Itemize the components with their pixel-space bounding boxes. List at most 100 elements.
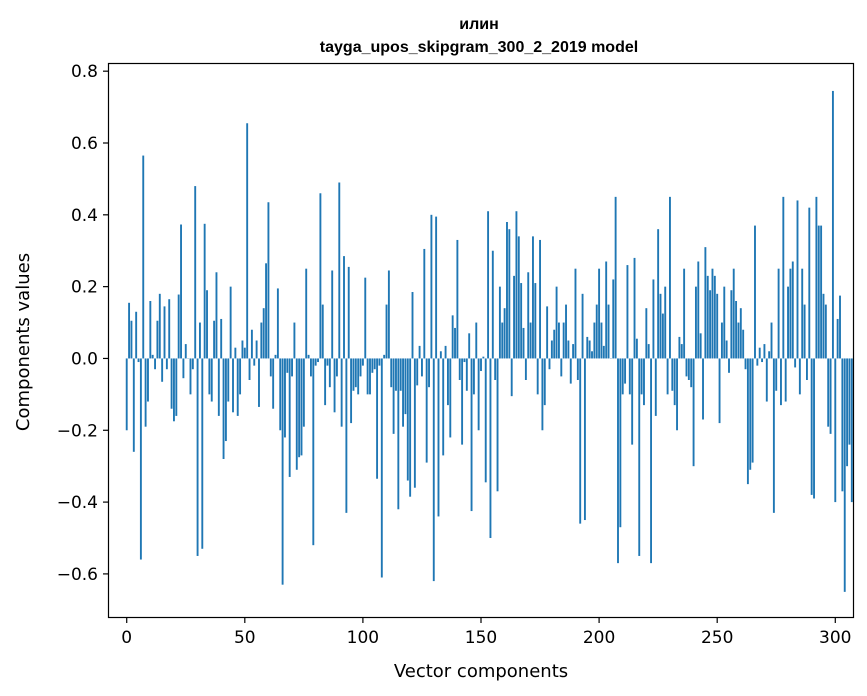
bar-244 (702, 358, 704, 420)
bar-273 (770, 322, 773, 359)
bar-124 (418, 345, 421, 359)
bar-77 (307, 354, 310, 359)
bar-237 (685, 358, 688, 377)
bar-296 (824, 304, 827, 359)
bar-211 (624, 358, 627, 384)
bar-51 (246, 123, 249, 359)
bar-130 (432, 358, 435, 582)
bar-74 (300, 358, 303, 456)
bar-185 (562, 322, 565, 359)
bar-13 (156, 320, 159, 359)
bar-198 (593, 322, 596, 359)
bar-238 (687, 358, 690, 380)
bar-253 (723, 286, 726, 359)
bar-212 (626, 265, 629, 359)
bar-94 (347, 266, 350, 359)
bar-18 (168, 299, 171, 359)
bar-180 (550, 340, 553, 359)
bar-1 (128, 302, 131, 359)
x-axis-label: Vector components (394, 661, 568, 682)
bar-64 (276, 288, 279, 359)
bar-177 (543, 358, 546, 406)
bar-5 (137, 358, 140, 363)
bar-75 (302, 358, 305, 427)
bar-136 (446, 358, 449, 406)
bar-304 (843, 358, 846, 592)
bar-283 (794, 358, 797, 368)
bar-278 (782, 196, 785, 359)
bar-82 (319, 193, 322, 359)
y-axis-label: Components values (13, 253, 34, 431)
bar-231 (671, 358, 674, 391)
bar-152 (484, 358, 487, 483)
bar-203 (605, 261, 608, 359)
bar-269 (761, 358, 764, 363)
bar-208 (617, 358, 619, 564)
bar-272 (768, 351, 771, 359)
bar-216 (635, 338, 638, 359)
bar-86 (328, 358, 331, 388)
bar-3 (132, 358, 135, 452)
bar-209 (619, 358, 622, 528)
bar-243 (699, 333, 702, 359)
bar-15 (161, 358, 164, 382)
bar-117 (402, 358, 404, 427)
bar-280 (787, 286, 789, 359)
bar-175 (539, 239, 541, 359)
bar-12 (154, 358, 156, 370)
bar-256 (730, 290, 733, 359)
bar-96 (352, 358, 355, 391)
bar-262 (744, 358, 747, 370)
bar-141 (458, 358, 461, 380)
bar-277 (780, 358, 782, 406)
bar-81 (317, 358, 319, 363)
bar-218 (640, 358, 643, 395)
bar-97 (354, 358, 357, 388)
x-tick-label: 250 (701, 628, 733, 648)
bar-241 (694, 286, 697, 359)
bar-98 (357, 358, 360, 395)
bar-34 (206, 290, 208, 359)
bar-214 (631, 358, 634, 445)
bar-173 (534, 283, 537, 359)
y-tick-label: 0.2 (71, 278, 98, 298)
bar-157 (496, 358, 499, 492)
bar-264 (749, 358, 752, 470)
bar-288 (806, 358, 808, 380)
bar-27 (189, 358, 192, 395)
bar-249 (713, 275, 716, 359)
bar-290 (810, 358, 813, 495)
bar-233 (676, 358, 678, 431)
bar-222 (650, 358, 652, 564)
bar-206 (612, 279, 615, 359)
bar-250 (716, 293, 719, 359)
bar-181 (553, 329, 556, 359)
bar-66 (281, 358, 284, 585)
bar-40 (220, 318, 223, 359)
bar-101 (364, 277, 367, 359)
bar-92 (343, 256, 345, 359)
bar-210 (621, 358, 624, 395)
bar-21 (175, 358, 178, 416)
bar-85 (326, 358, 329, 366)
bar-189 (572, 344, 575, 359)
bar-228 (664, 286, 667, 359)
chart-subtitle: tayga_upos_skipgram_300_2_2019 model (320, 39, 638, 56)
bar-248 (711, 268, 714, 359)
bar-167 (520, 283, 523, 359)
bar-225 (657, 229, 660, 359)
bar-236 (683, 268, 686, 359)
bar-176 (541, 358, 544, 431)
bar-197 (591, 351, 593, 359)
bar-58 (262, 308, 265, 359)
bar-293 (817, 225, 820, 359)
bar-159 (501, 322, 504, 359)
bar-87 (331, 270, 334, 359)
bar-76 (305, 268, 308, 359)
bar-199 (595, 304, 598, 359)
y-tick-label: −0.6 (57, 565, 98, 585)
bar-306 (848, 358, 851, 445)
bar-234 (678, 336, 681, 359)
bar-10 (149, 301, 152, 359)
bar-240 (692, 358, 695, 467)
